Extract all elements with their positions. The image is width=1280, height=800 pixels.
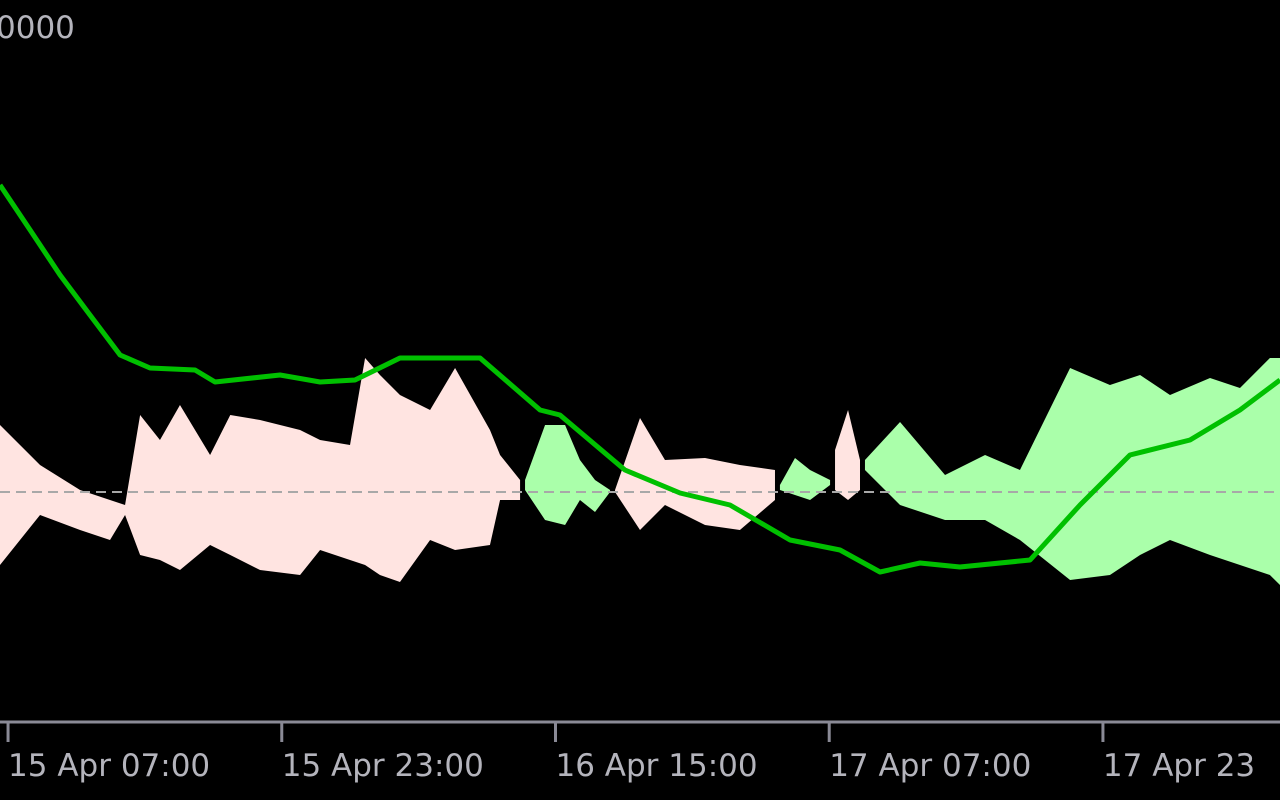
axis-label: 0000 <box>0 10 75 46</box>
x-tick-label: 16 Apr 15:00 <box>555 748 757 784</box>
band-area <box>525 425 611 525</box>
x-tick-label: 17 Apr 07:00 <box>829 748 1031 784</box>
axis-panel <box>0 722 1280 800</box>
band-area <box>615 418 775 530</box>
band-area <box>864 358 1280 585</box>
band-area <box>835 410 861 500</box>
band-area <box>779 458 831 500</box>
x-tick-label: 15 Apr 23:00 <box>282 748 484 784</box>
x-tick-label: 15 Apr 07:00 <box>8 748 210 784</box>
x-tick-label: 17 Apr 23 <box>1103 748 1255 784</box>
band-area <box>0 358 521 582</box>
indicator-line <box>0 183 1280 575</box>
